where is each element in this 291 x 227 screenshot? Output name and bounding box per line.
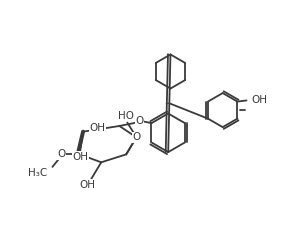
Text: H₃C: H₃C bbox=[28, 168, 47, 178]
Text: O: O bbox=[132, 132, 141, 142]
Text: O: O bbox=[57, 149, 66, 159]
Text: OH: OH bbox=[251, 95, 267, 106]
Text: O: O bbox=[136, 116, 144, 126]
Text: OH: OH bbox=[80, 180, 96, 190]
Text: OH: OH bbox=[73, 152, 89, 162]
Text: OH: OH bbox=[90, 123, 106, 133]
Text: HO: HO bbox=[118, 111, 134, 121]
